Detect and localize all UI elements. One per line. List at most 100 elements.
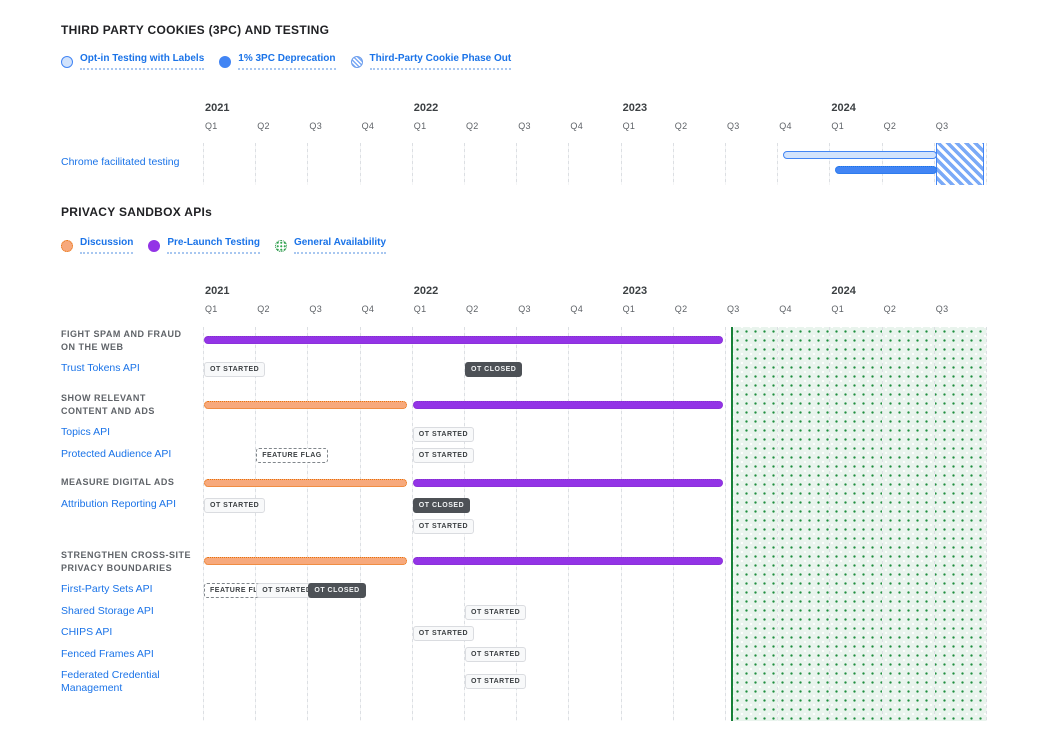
api-link-first-party-sets-api[interactable]: First-Party Sets API xyxy=(61,583,153,596)
api-link-fenced-frames-api[interactable]: Fenced Frames API xyxy=(61,648,154,661)
axis-quarter-label: Q4 xyxy=(779,304,792,314)
milestone-badge-ot-closed: OT CLOSED xyxy=(308,583,366,598)
api-link-trust-tokens-api[interactable]: Trust Tokens API xyxy=(61,362,140,375)
axis-quarter-label: Q3 xyxy=(935,121,949,131)
axis-year-2022: 2022 xyxy=(413,285,439,297)
grid-line xyxy=(986,327,987,721)
legend-item-label: 1% 3PC Deprecation xyxy=(238,53,336,70)
axis-quarter-label: Q1 xyxy=(413,121,427,131)
axis-quarter-label: Q3 xyxy=(518,304,531,314)
solid-purple-swatch-icon xyxy=(148,239,161,252)
region-third-party-cookie-phase-out xyxy=(935,143,984,185)
axis-year-2023: 2023 xyxy=(622,102,648,114)
legend-item-general-availability[interactable]: General Availability xyxy=(274,237,387,254)
milestone-badge-ot-started: OT STARTED xyxy=(465,674,527,689)
row-label-line: SHOW RELEVANT xyxy=(61,393,146,403)
grid-line xyxy=(359,327,361,721)
axis-quarter-label: Q3 xyxy=(518,121,531,131)
legend-item-third-party-cookie-phase-out[interactable]: Third-Party Cookie Phase Out xyxy=(350,53,512,70)
axis-quarter-label: Q2 xyxy=(883,304,897,314)
solid-blue-swatch-icon xyxy=(219,55,232,68)
api-link-shared-storage-api[interactable]: Shared Storage API xyxy=(61,605,154,618)
hatched-blue-swatch-icon xyxy=(350,55,363,68)
grid-line xyxy=(516,143,518,185)
api-link-attribution-reporting-api[interactable]: Attribution Reporting API xyxy=(61,498,176,511)
row-label-line: Trust Tokens API xyxy=(61,362,140,374)
grid-line xyxy=(307,327,309,721)
milestone-badge-ot-started: OT STARTED xyxy=(256,583,318,598)
row-label-line: Attribution Reporting API xyxy=(61,498,176,510)
axis-quarter-label: Q1 xyxy=(622,304,636,314)
legend-item-pre-launch-testing[interactable]: Pre-Launch Testing xyxy=(148,237,260,254)
grid-line xyxy=(881,143,883,185)
legend-item-label: Opt-in Testing with Labels xyxy=(80,53,205,70)
milestone-badge-ot-started: OT STARTED xyxy=(465,647,527,662)
row-label-line: Management xyxy=(61,682,123,694)
legend-item-1-3pc-deprecation[interactable]: 1% 3PC Deprecation xyxy=(219,53,336,70)
axis-quarter-label: Q1 xyxy=(622,121,636,131)
grid-line xyxy=(725,143,726,185)
grid-line xyxy=(359,143,361,185)
axis-quarter-label: Q1 xyxy=(413,304,427,314)
legend-1: Discussion Pre-Launch Testing General Avai… xyxy=(61,237,387,254)
axis-quarter-label: Q4 xyxy=(361,304,375,314)
axis-quarter-label: Q4 xyxy=(570,121,583,131)
row-label-line: FIGHT SPAM AND FRAUD xyxy=(61,329,182,339)
axis-year-2024: 2024 xyxy=(831,102,856,114)
grid-line xyxy=(203,327,204,721)
row-label-line: First-Party Sets API xyxy=(61,583,153,595)
api-link-chips-api[interactable]: CHIPS API xyxy=(61,626,112,639)
axis-quarter-label: Q3 xyxy=(727,121,740,131)
grid-line xyxy=(725,327,726,721)
bar-opt-in-testing-with-labels xyxy=(783,151,937,159)
grid-line xyxy=(255,143,257,185)
axis-quarter-label: Q2 xyxy=(257,121,270,131)
grid-line xyxy=(777,143,779,185)
legend-item-opt-in-testing-with-labels[interactable]: Opt-in Testing with Labels xyxy=(61,53,205,70)
milestone-badge-ot-started: OT STARTED xyxy=(412,448,474,463)
group-label-measure-digital-ads: MEASURE DIGITAL ADS xyxy=(61,476,174,489)
grid-line xyxy=(672,143,674,185)
axis-year-2024: 2024 xyxy=(831,285,856,297)
axis-year-2023: 2023 xyxy=(622,285,648,297)
outline-blue-swatch-icon xyxy=(61,55,73,68)
legend-item-label: Third-Party Cookie Phase Out xyxy=(369,53,512,70)
bar-pre-launch-testing xyxy=(412,557,723,565)
axis-quarter-label: Q2 xyxy=(466,121,479,131)
grid-line xyxy=(203,143,204,185)
grid-line xyxy=(620,327,622,721)
axis-quarter-label: Q3 xyxy=(935,304,949,314)
group-label-fight-spam-and-fraud-on-the-web: FIGHT SPAM AND FRAUD ON THE WEB xyxy=(61,328,182,354)
api-link-federated-credential-management[interactable]: Federated Credential Management xyxy=(61,669,160,695)
row-label-line: Chrome facilitated testing xyxy=(61,156,180,168)
axis-quarter-label: Q2 xyxy=(674,121,688,131)
milestone-badge-ot-started: OT STARTED xyxy=(412,427,474,442)
api-link-protected-audience-api[interactable]: Protected Audience API xyxy=(61,448,171,461)
legend-item-discussion[interactable]: Discussion xyxy=(61,237,134,254)
bar-discussion xyxy=(204,557,408,565)
grid-line xyxy=(568,327,570,721)
milestone-badge-feature-flag: FEATURE FLAG xyxy=(256,448,328,463)
api-link-topics-api[interactable]: Topics API xyxy=(61,426,110,439)
row-label-line: STRENGTHEN CROSS-SITE xyxy=(61,550,192,560)
milestone-badge-ot-started: OT STARTED xyxy=(465,605,527,620)
axis-quarter-label: Q2 xyxy=(466,304,479,314)
api-link-chrome-facilitated-testing[interactable]: Chrome facilitated testing xyxy=(61,156,179,169)
axis-quarter-label: Q3 xyxy=(309,121,322,131)
outline-orange-swatch-icon xyxy=(61,239,73,252)
bar-discussion xyxy=(204,479,408,487)
grid-line xyxy=(672,327,674,721)
axis-quarter-label: Q4 xyxy=(779,121,792,131)
legend-item-label: Discussion xyxy=(80,237,134,254)
bar-pre-launch-testing xyxy=(412,479,723,487)
section-title-privacy-sandbox-apis: PRIVACY SANDBOX APIs xyxy=(61,205,213,219)
milestone-badge-ot-closed: OT CLOSED xyxy=(465,362,523,377)
legend-item-label: General Availability xyxy=(293,237,387,254)
grid-line xyxy=(933,143,935,185)
grid-line xyxy=(411,143,413,185)
row-label-line: Shared Storage API xyxy=(61,605,154,617)
row-label-line: CHIPS API xyxy=(61,626,113,638)
row-label-line: Fenced Frames API xyxy=(61,648,154,660)
axis-quarter-label: Q2 xyxy=(257,304,270,314)
